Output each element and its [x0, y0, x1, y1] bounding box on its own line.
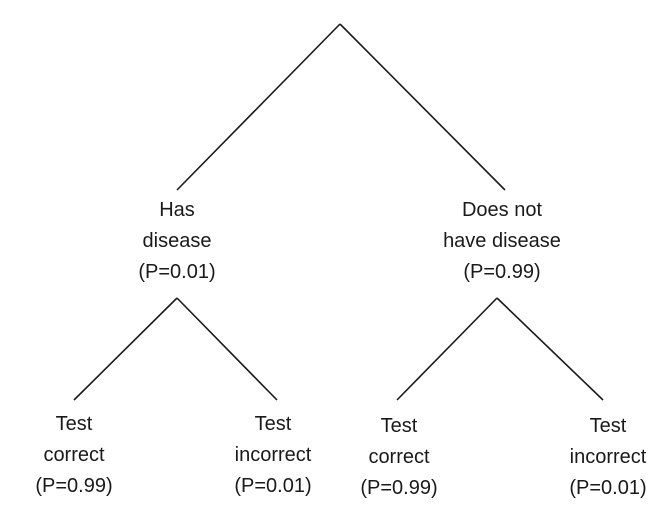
leaf-4-line-3: (P=0.01): [569, 477, 647, 499]
edge-root-to-has-disease: [176, 23, 341, 191]
node-does-not-have-disease-line-1: Does not: [461, 199, 543, 221]
leaf-2-line-2: incorrect: [234, 444, 312, 466]
leaf-3-line-3: (P=0.99): [360, 477, 438, 499]
leaf-2-line-1: Test: [254, 413, 292, 435]
node-does-not-have-disease-line-3: (P=0.99): [463, 261, 541, 283]
node-has-disease-line-1: Has: [159, 199, 195, 221]
leaf-4-line-1: Test: [589, 415, 627, 437]
node-has-disease-line-2: disease: [142, 230, 212, 252]
node-has-disease-test-incorrect: Test incorrect (P=0.01): [213, 409, 333, 502]
leaf-1-line-1: Test: [55, 413, 93, 435]
edge-no-disease-to-test-correct: [396, 297, 498, 401]
leaf-1-line-2: correct: [43, 444, 105, 466]
node-has-disease: Has disease (P=0.01): [117, 195, 237, 288]
node-no-disease-test-correct: Test correct (P=0.99): [339, 411, 459, 504]
node-no-disease-test-incorrect: Test incorrect (P=0.01): [548, 411, 668, 504]
edge-has-disease-to-test-correct: [73, 297, 178, 401]
leaf-3-line-2: correct: [368, 446, 430, 468]
leaf-1-line-3: (P=0.99): [35, 475, 113, 497]
node-has-disease-test-correct: Test correct (P=0.99): [14, 409, 134, 502]
edge-has-disease-to-test-incorrect: [176, 297, 278, 401]
node-has-disease-line-3: (P=0.01): [138, 261, 216, 283]
edge-no-disease-to-test-incorrect: [496, 297, 604, 401]
edge-root-to-no-disease: [339, 23, 506, 191]
leaf-4-line-2: incorrect: [569, 446, 647, 468]
node-does-not-have-disease: Does not have disease (P=0.99): [427, 195, 577, 288]
node-does-not-have-disease-line-2: have disease: [443, 230, 561, 252]
leaf-3-line-1: Test: [380, 415, 418, 437]
leaf-2-line-3: (P=0.01): [234, 475, 312, 497]
